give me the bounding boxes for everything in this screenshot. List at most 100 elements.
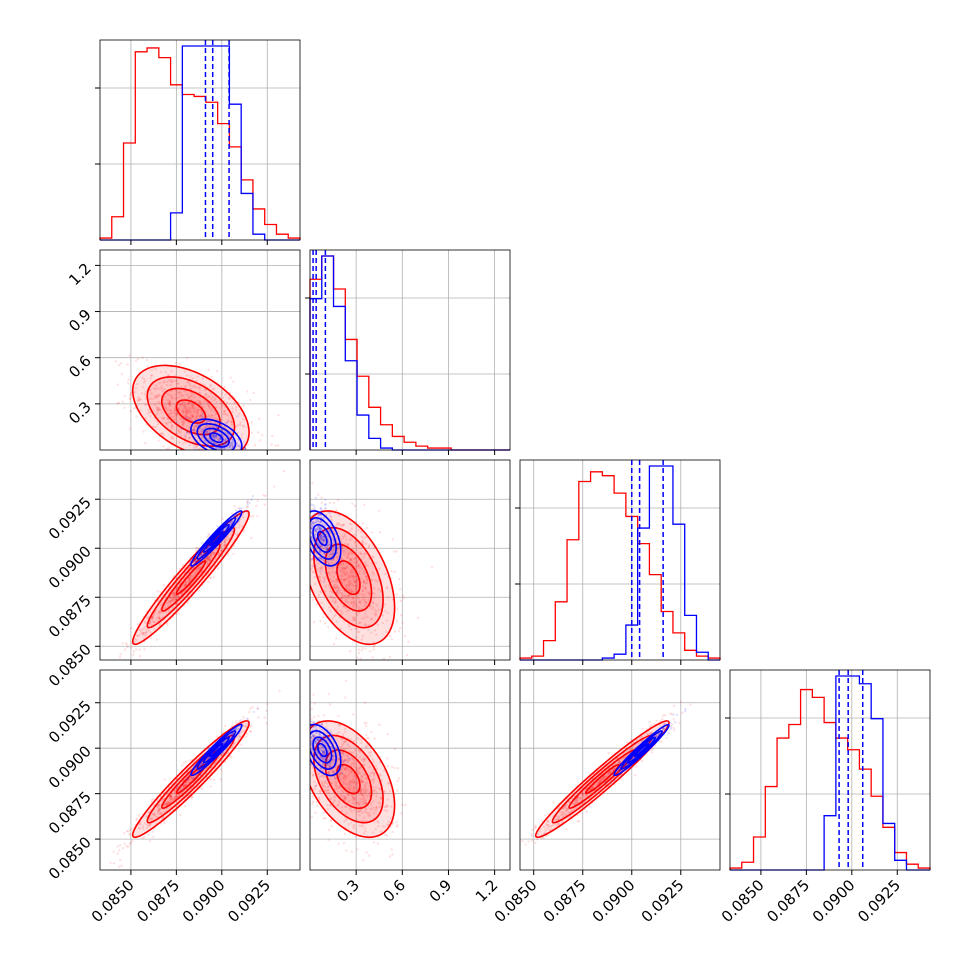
scatter-point — [225, 438, 228, 441]
scatter-point — [234, 509, 238, 512]
scatter-point — [209, 554, 213, 557]
scatter-point — [231, 530, 234, 533]
scatter-point — [213, 551, 216, 555]
scatter-point — [183, 405, 186, 409]
scatter-point — [355, 579, 358, 582]
scatter-point — [388, 634, 392, 638]
scatter-point — [167, 401, 171, 404]
scatter-point — [195, 448, 198, 450]
scatter-point — [317, 525, 321, 528]
scatter-point — [362, 580, 366, 583]
scatter-point — [188, 382, 191, 385]
scatter-point — [255, 504, 258, 508]
scatter-point — [207, 558, 211, 562]
scatter-point — [236, 442, 239, 445]
scatter-point — [235, 526, 238, 529]
scatter-point — [343, 549, 346, 553]
scatter-point — [236, 424, 240, 427]
scatter-point — [192, 408, 196, 411]
scatter-point — [223, 442, 227, 446]
scatter-point — [315, 530, 318, 534]
scatter-point — [205, 430, 208, 434]
scatter-point — [342, 578, 346, 582]
scatter-point — [187, 401, 191, 405]
scatter-point — [351, 560, 354, 563]
scatter-point — [344, 542, 347, 546]
scatter-point — [352, 618, 356, 622]
scatter-point — [318, 556, 322, 559]
scatter-point — [221, 517, 224, 520]
scatter-point — [319, 556, 322, 560]
scatter-point — [310, 515, 313, 519]
scatter-point — [170, 380, 173, 383]
scatter-point — [208, 558, 211, 562]
scatter-point — [169, 600, 172, 604]
scatter-point — [121, 400, 125, 404]
scatter-point — [149, 414, 152, 418]
scatter-point — [148, 410, 151, 414]
scatter-point — [184, 384, 188, 387]
scatter-point — [184, 410, 188, 413]
scatter-point — [195, 417, 198, 420]
scatter-point — [120, 372, 124, 376]
scatter-point — [197, 408, 200, 411]
scatter-point — [325, 548, 328, 551]
scatter-point — [143, 627, 146, 630]
scatter-point — [252, 710, 256, 714]
scatter-point — [211, 395, 214, 399]
scatter-point — [339, 596, 343, 600]
scatter-point — [155, 638, 159, 641]
scatter-point — [230, 420, 233, 423]
scatter-point — [214, 436, 218, 439]
scatter-point — [154, 384, 158, 387]
scatter-point — [205, 430, 209, 433]
scatter-point — [321, 569, 324, 572]
panel-frame — [99, 39, 301, 241]
scatter-point — [151, 615, 154, 619]
scatter-point — [156, 806, 159, 809]
scatter-point — [195, 569, 198, 572]
scatter-point — [344, 573, 347, 576]
scatter-point — [326, 544, 329, 547]
scatter-point — [196, 411, 199, 415]
scatter-point — [211, 434, 215, 438]
scatter-point — [205, 433, 209, 437]
scatter-point — [159, 370, 163, 374]
scatter-point — [120, 864, 123, 867]
scatter-point — [362, 537, 365, 540]
scatter-point — [191, 403, 195, 407]
scatter-point — [185, 413, 188, 417]
scatter-point — [356, 562, 359, 565]
scatter-point — [238, 735, 242, 739]
scatter-point — [192, 428, 196, 432]
scatter-point — [172, 592, 175, 595]
scatter-point — [188, 407, 192, 410]
scatter-point — [213, 433, 216, 437]
scatter-point — [345, 556, 348, 560]
scatter-point — [190, 414, 194, 417]
scatter-point — [201, 447, 204, 450]
scatter-point — [169, 394, 172, 397]
scatter-point — [159, 604, 163, 607]
scatter-point — [362, 571, 366, 575]
scatter-point — [354, 585, 358, 588]
scatter-point — [185, 411, 188, 414]
scatter-point — [327, 838, 330, 842]
scatter-point — [222, 443, 225, 446]
scatter-point — [319, 526, 322, 530]
scatter-point — [313, 534, 317, 537]
scatter-point — [237, 506, 240, 510]
contour-level-1 — [161, 543, 221, 612]
scatter-point — [321, 522, 324, 526]
contour-level-1 — [324, 543, 373, 612]
scatter-point — [188, 759, 191, 762]
scatter-point — [154, 426, 157, 429]
scatter-point — [384, 876, 386, 878]
scatter-point — [212, 429, 216, 432]
scatter-point — [363, 503, 366, 507]
scatter-point — [369, 617, 373, 621]
scatter-point — [114, 360, 118, 363]
scatter-point — [207, 368, 210, 372]
scatter-point — [184, 406, 188, 410]
scatter-point — [227, 418, 230, 422]
